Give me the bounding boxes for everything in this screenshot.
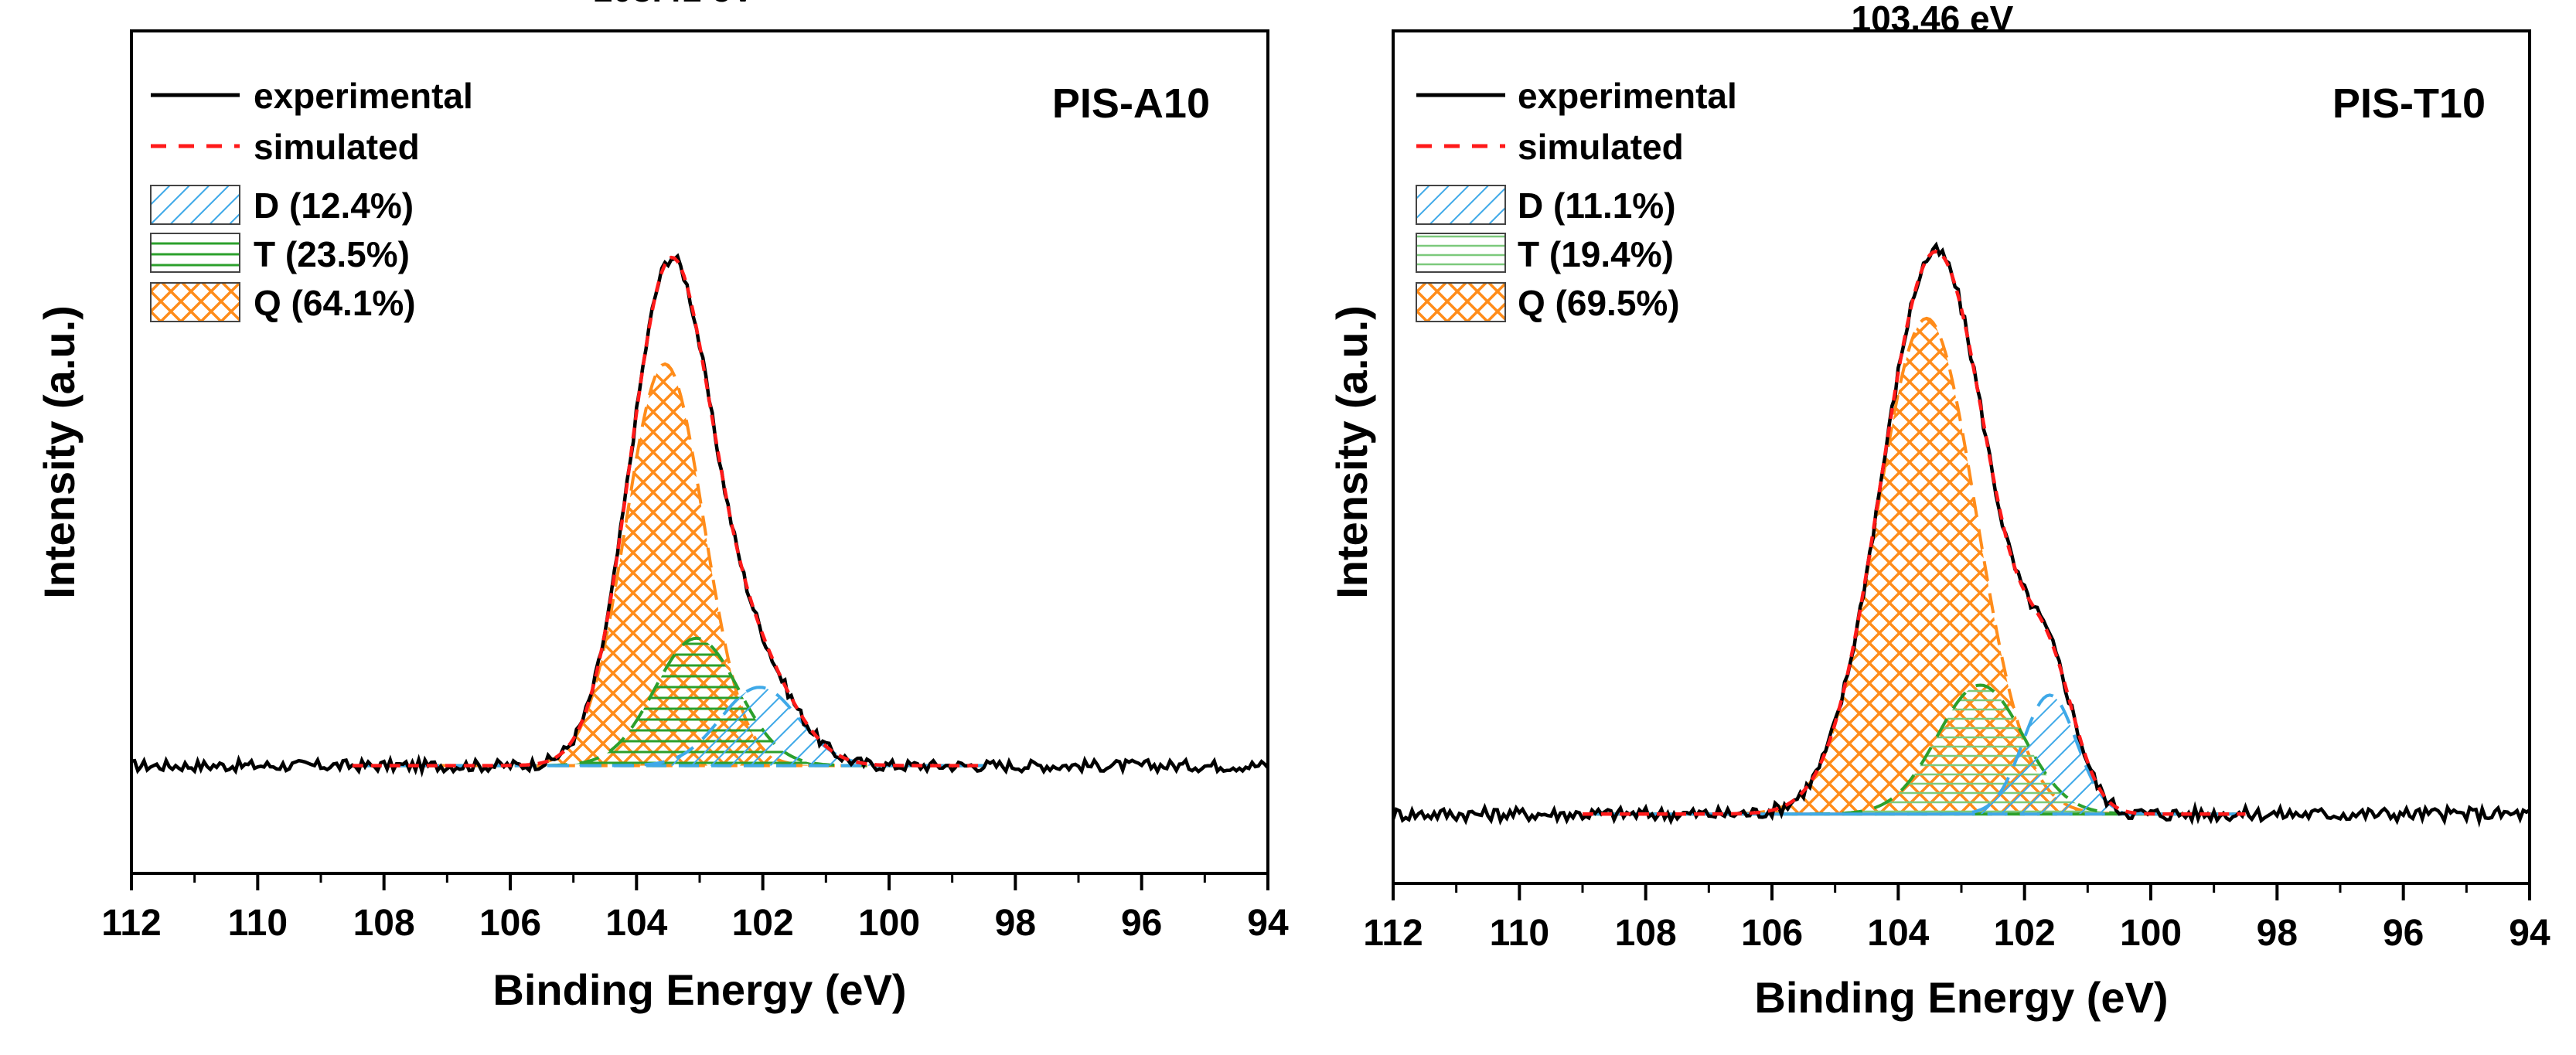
x-tick-label: 94 <box>1247 903 1289 944</box>
x-axis-ticks: 112 110 108 106 104 102 100 98 96 94 <box>1363 883 2550 954</box>
x-tick-label: 104 <box>1867 913 1929 954</box>
legend: experimental simulated D (11.1%) T (19.4… <box>1416 76 1737 323</box>
peak-label: 103.41 eV <box>593 0 755 9</box>
chart-marks <box>1391 241 2531 829</box>
legend-swatch-q <box>1416 282 1506 322</box>
x-axis-title: Binding Energy (eV) <box>492 965 906 1014</box>
x-tick-label: 108 <box>1615 913 1677 954</box>
x-tick-label: 102 <box>732 903 794 944</box>
x-tick-label: 106 <box>479 903 541 944</box>
x-tick-label: 94 <box>2509 913 2550 954</box>
x-tick-label: 96 <box>2383 913 2424 954</box>
panel-pis-a10: 112 110 108 106 104 102 100 98 96 94 Intensity (a… <box>35 0 1289 1014</box>
simulated-line <box>352 255 984 767</box>
legend-swatch-t <box>1416 233 1506 273</box>
panel-title: PIS-T10 <box>2332 80 2486 127</box>
legend-label-q: Q (64.1%) <box>254 283 416 323</box>
legend-swatch-d <box>1416 185 1506 225</box>
legend-label-experimental: experimental <box>254 76 473 116</box>
legend-swatch-t <box>150 233 240 273</box>
x-tick-label: 112 <box>101 903 161 944</box>
legend-swatch-d <box>150 185 240 225</box>
x-tick-label: 104 <box>605 903 667 944</box>
x-tick-label: 96 <box>1121 903 1162 944</box>
x-tick-label: 100 <box>858 903 920 944</box>
legend-swatch-q <box>150 282 240 322</box>
legend-label-simulated: simulated <box>254 127 420 167</box>
x-tick-label: 102 <box>1994 913 2056 954</box>
y-axis-title: Intensity (a.u.) <box>35 305 83 599</box>
simulated-line <box>1583 250 2246 816</box>
legend-label-d: D (11.1%) <box>1518 185 1676 226</box>
panel-title: PIS-A10 <box>1052 80 1210 127</box>
x-tick-label: 108 <box>353 903 415 944</box>
legend-label-experimental: experimental <box>1518 76 1737 116</box>
panel-pis-t10: 112 110 108 106 104 102 100 98 96 94 Intensity (a… <box>1327 0 2550 1022</box>
x-tick-label: 98 <box>2257 913 2298 954</box>
x-tick-label: 110 <box>1490 913 1549 954</box>
legend-label-t: T (19.4%) <box>1518 234 1674 274</box>
x-tick-label: 112 <box>1363 913 1423 954</box>
legend-label-d: D (12.4%) <box>254 185 414 226</box>
x-tick-label: 100 <box>2120 913 2182 954</box>
peak-label: 103.46 eV <box>1852 0 2014 39</box>
y-axis-title: Intensity (a.u.) <box>1327 305 1376 599</box>
legend: experimental simulated D (12.4%) T (23.5… <box>150 76 473 323</box>
legend-label-q: Q (69.5%) <box>1518 283 1680 323</box>
x-axis-ticks: 112 110 108 106 104 102 100 98 96 94 <box>101 873 1289 944</box>
chart-marks <box>131 253 1269 778</box>
x-tick-label: 110 <box>228 903 288 944</box>
legend-label-t: T (23.5%) <box>254 234 410 274</box>
component-peak-q <box>1583 316 2246 816</box>
x-tick-label: 106 <box>1741 913 1803 954</box>
x-axis-title: Binding Energy (eV) <box>1754 973 2168 1022</box>
x-tick-label: 98 <box>995 903 1036 944</box>
legend-label-simulated: simulated <box>1518 127 1684 167</box>
